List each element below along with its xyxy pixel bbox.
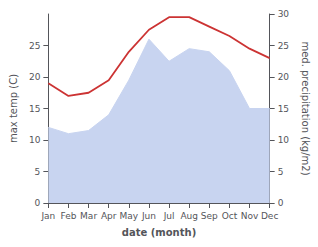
svg-text:Sep: Sep bbox=[201, 211, 218, 221]
svg-text:May: May bbox=[120, 211, 139, 221]
svg-text:5: 5 bbox=[278, 167, 284, 177]
svg-text:Jan: Jan bbox=[40, 211, 55, 221]
svg-text:Dec: Dec bbox=[261, 211, 278, 221]
svg-text:max temp (C): max temp (C) bbox=[8, 74, 19, 143]
svg-text:15: 15 bbox=[29, 104, 40, 114]
svg-text:30: 30 bbox=[278, 9, 290, 19]
svg-text:Mar: Mar bbox=[80, 211, 97, 221]
svg-text:25: 25 bbox=[278, 41, 289, 51]
svg-text:5: 5 bbox=[35, 167, 41, 177]
svg-text:15: 15 bbox=[278, 104, 289, 114]
svg-text:10: 10 bbox=[278, 135, 290, 145]
svg-text:Apr: Apr bbox=[101, 211, 117, 221]
svg-text:10: 10 bbox=[29, 135, 41, 145]
svg-text:Nov: Nov bbox=[241, 211, 259, 221]
svg-text:date (month): date (month) bbox=[122, 227, 196, 238]
svg-text:Feb: Feb bbox=[61, 211, 77, 221]
svg-text:25: 25 bbox=[29, 41, 40, 51]
svg-text:Jul: Jul bbox=[163, 211, 175, 221]
svg-text:Oct: Oct bbox=[222, 211, 238, 221]
svg-text:20: 20 bbox=[278, 72, 290, 82]
svg-text:0: 0 bbox=[35, 198, 41, 208]
svg-text:0: 0 bbox=[278, 198, 284, 208]
svg-text:med. precipitation (kg/m2): med. precipitation (kg/m2) bbox=[300, 41, 311, 175]
svg-text:20: 20 bbox=[29, 72, 41, 82]
svg-text:Aug: Aug bbox=[180, 211, 198, 221]
svg-text:Jun: Jun bbox=[141, 211, 156, 221]
